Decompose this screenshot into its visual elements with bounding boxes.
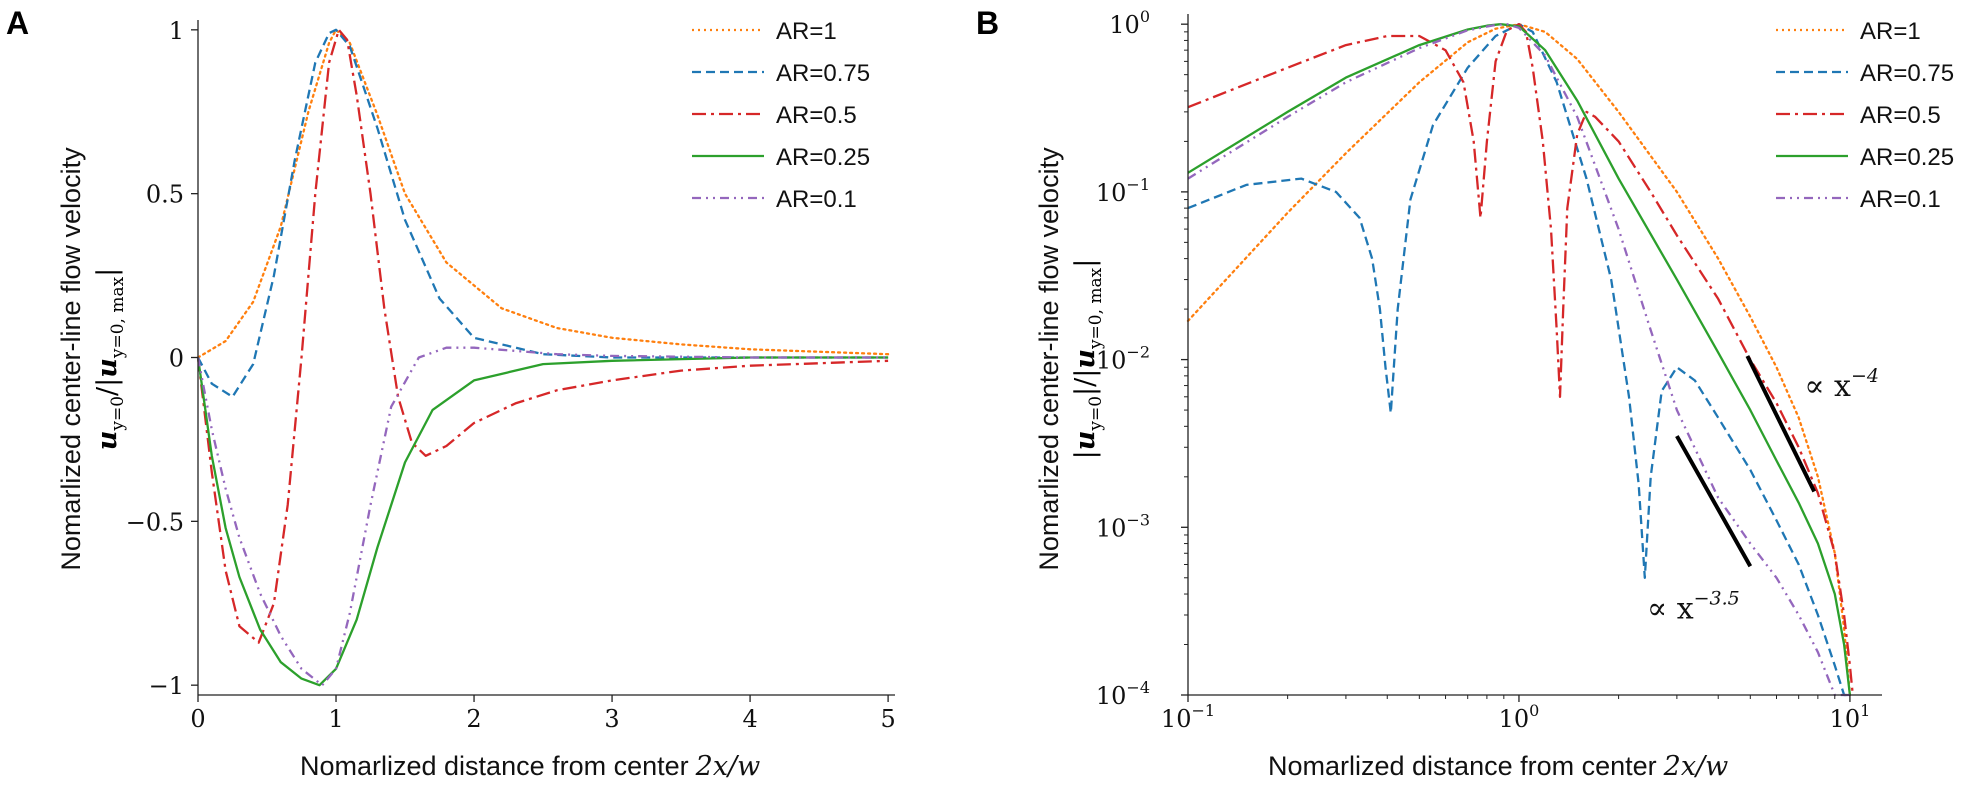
panel-b-legend: AR=1 AR=0.75 AR=0.5 AR=0.25 AR=0.1 xyxy=(1776,18,1954,213)
panel-a-x-tick-label: 0 xyxy=(190,705,205,733)
panel-a-legend: AR=1 AR=0.75 AR=0.5 AR=0.25 AR=0.1 xyxy=(692,18,870,213)
panel-a-legend-label: AR=0.75 xyxy=(776,60,870,87)
panel-a-x-tick-label: 5 xyxy=(880,705,895,733)
panel-b-series-layer xyxy=(1186,23,1854,697)
panel-b-slope-guide-line xyxy=(1745,355,1817,493)
panel-b-slope-label: ∝ x−3.5 xyxy=(1647,587,1740,626)
panel-b-y-tick-label: 10−1 xyxy=(1096,175,1150,207)
panel-a-legend-label: AR=1 xyxy=(776,18,837,45)
panel-a-x-axis-label-math: 2x/w xyxy=(695,751,761,782)
panel-b-y-axis-formula: |uy=0|/|uy=0, max| xyxy=(1070,259,1106,460)
panel-a-y-ticks: 1 0.5 0 −0.5 −1 xyxy=(126,17,198,700)
panel-b-y-axis-label: Nomarlized center-line flow velocity xyxy=(1034,147,1064,571)
panel-b-legend-label: AR=0.1 xyxy=(1860,186,1941,213)
panel-a-x-tick-label: 2 xyxy=(466,705,481,733)
panel-a-y-tick-label: 0 xyxy=(169,345,184,373)
panel-b-label: B xyxy=(976,5,999,41)
panel-b-x-axis-label-text: Nomarlized distance from center xyxy=(1268,751,1657,781)
panel-b-legend-label: AR=0.5 xyxy=(1860,102,1941,129)
panel-a-y-axis-formula: uy=0/|uy=0, max| xyxy=(92,268,128,451)
panel-b-x-tick-label: 10−1 xyxy=(1161,701,1215,733)
panel-a-x-axis-label: Nomarlized distance from center 2x/w xyxy=(300,751,760,782)
panel-b-series-ar-0p5 xyxy=(1187,23,1854,696)
panel-a-y-tick-label: −1 xyxy=(149,672,184,700)
panel-b-x-tick-label: 101 xyxy=(1830,701,1871,733)
panel-a-y-axis-label: Nomarlized center-line flow velocity xyxy=(56,147,86,571)
panel-b-x-ticks: 10−1 100 101 xyxy=(1161,695,1870,733)
panel-a-series-ar-0p75 xyxy=(196,28,889,398)
panel-a-legend-label: AR=0.1 xyxy=(776,186,857,213)
panel-b-legend-label: AR=0.75 xyxy=(1860,60,1954,87)
panel-b-x-tick-label: 100 xyxy=(1499,701,1540,733)
panel-b-slope-guide-line xyxy=(1675,435,1753,568)
panel-a-legend-label: AR=0.5 xyxy=(776,102,857,129)
panel-a-label: A xyxy=(6,5,29,41)
panel-b-y-tick-label: 10−2 xyxy=(1096,343,1150,375)
panel-a-x-axis-label-text: Nomarlized distance from center xyxy=(300,751,689,781)
panel-a-x-tick-label: 4 xyxy=(742,705,757,733)
panel-b-x-axis-label-math: 2x/w xyxy=(1663,751,1729,782)
panel-b-series-ar-0p1 xyxy=(1187,23,1850,697)
panel-a-x-tick-label: 1 xyxy=(328,705,343,733)
panel-a-y-tick-label: 1 xyxy=(169,17,184,45)
panel-a-x-tick-label: 3 xyxy=(604,705,619,733)
panel-a-y-tick-label: −0.5 xyxy=(126,508,184,536)
panel-b-legend-label: AR=1 xyxy=(1860,18,1921,45)
panel-a-series-layer xyxy=(196,28,890,687)
panel-a-series-ar-1 xyxy=(196,28,890,359)
panel-a-y-tick-label: 0.5 xyxy=(146,181,184,209)
panel-a-series-ar-0p1 xyxy=(196,346,889,687)
panel-b-chart: B ∝ x−4 ∝ x−3.5 10−1 100 101 100 10−1 10−2 10−… xyxy=(976,5,1954,782)
panel-a-series-ar-0p25 xyxy=(196,356,889,687)
panel-b-series-ar-0p25 xyxy=(1187,23,1852,696)
panel-b-series-ar-1 xyxy=(1186,23,1852,697)
panel-b-slope-label: ∝ x−4 xyxy=(1804,365,1879,404)
panel-b-x-axis-label: Nomarlized distance from center 2x/w xyxy=(1268,751,1728,782)
panel-a-series-ar-0p5 xyxy=(196,28,889,644)
panel-a-y-axis-title: Nomarlized center-line flow velocity uy=… xyxy=(56,147,128,571)
panel-b-y-axis-title: Nomarlized center-line flow velocity |uy… xyxy=(1034,147,1106,571)
panel-b-annotations: ∝ x−4 ∝ x−3.5 xyxy=(1647,355,1879,626)
panel-b-y-tick-label: 10−4 xyxy=(1096,678,1150,710)
panel-a-legend-label: AR=0.25 xyxy=(776,144,870,171)
panel-b-y-tick-label: 10−3 xyxy=(1096,510,1150,542)
panel-a-x-ticks: 0 1 2 3 4 5 xyxy=(190,695,896,733)
panel-b-y-tick-label: 100 xyxy=(1109,7,1150,39)
panel-b-legend-label: AR=0.25 xyxy=(1860,144,1954,171)
panel-b-y-ticks: 100 10−1 10−2 10−3 10−4 xyxy=(1096,7,1188,710)
panel-b-series-ar-0p75 xyxy=(1187,23,1850,697)
